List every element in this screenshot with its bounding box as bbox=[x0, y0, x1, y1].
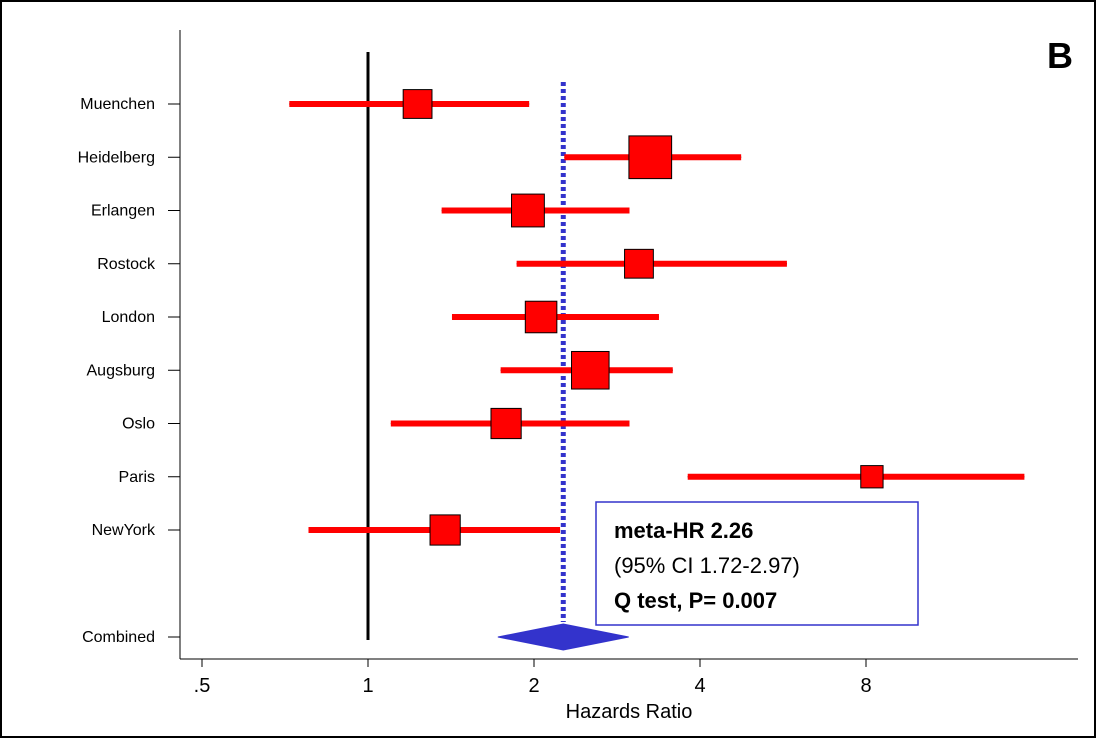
study-label: Erlangen bbox=[91, 203, 155, 220]
hazard-ratio-box bbox=[524, 300, 558, 334]
study-estimates bbox=[289, 89, 1025, 546]
hazard-ratio-box bbox=[402, 89, 433, 119]
combined-estimate bbox=[497, 623, 629, 651]
x-tick-label: 8 bbox=[860, 675, 871, 697]
hazard-ratio-box bbox=[490, 407, 522, 440]
x-axis-title: Hazards Ratio bbox=[566, 701, 693, 723]
q-test-text: Q test, P= 0.007 bbox=[614, 588, 777, 613]
study-label: Muenchen bbox=[80, 96, 155, 113]
study-label: Augsburg bbox=[87, 362, 156, 379]
study-label: Heidelberg bbox=[78, 149, 155, 166]
x-axis-ticks: .5 1 2 4 8 bbox=[194, 659, 872, 697]
study-label: Rostock bbox=[97, 256, 156, 273]
x-tick-label: .5 bbox=[194, 675, 211, 697]
x-tick-label: 4 bbox=[694, 675, 705, 697]
meta-analysis-summary-box: meta-HR 2.26 (95% CI 1.72-2.97) Q test, … bbox=[595, 501, 919, 626]
combined-diamond bbox=[497, 623, 629, 651]
x-tick-label: 2 bbox=[528, 675, 539, 697]
study-label: Oslo bbox=[122, 416, 155, 433]
panel-label: B bbox=[1047, 35, 1073, 76]
hazard-ratio-box bbox=[860, 465, 884, 489]
summary-box-border bbox=[595, 501, 919, 626]
x-tick-label: 1 bbox=[362, 675, 373, 697]
study-label: London bbox=[102, 309, 155, 326]
study-label: Paris bbox=[119, 469, 155, 486]
hazard-ratio-box bbox=[624, 248, 654, 279]
hazard-ratio-box bbox=[628, 135, 673, 180]
meta-hr-text: meta-HR 2.26 bbox=[614, 518, 753, 543]
study-label: Combined bbox=[82, 629, 155, 646]
confidence-interval-text: (95% CI 1.72-2.97) bbox=[614, 553, 800, 578]
hazard-ratio-box bbox=[571, 350, 610, 390]
hazard-ratio-box bbox=[511, 193, 545, 228]
reference-lines bbox=[366, 52, 566, 640]
hazard-ratio-box bbox=[429, 514, 461, 546]
study-label: NewYork bbox=[92, 522, 156, 539]
study-labels: Muenchen Heidelberg Erlangen Rostock London A… bbox=[78, 96, 180, 646]
